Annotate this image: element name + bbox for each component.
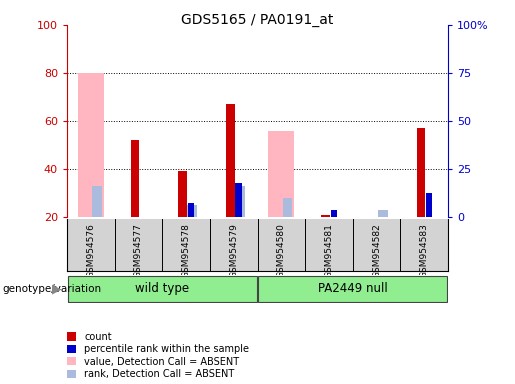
Text: GSM954579: GSM954579 (229, 223, 238, 278)
Bar (417, 128, 425, 217)
Text: ▶: ▶ (52, 283, 62, 295)
Legend: count, percentile rank within the sample, value, Detection Call = ABSENT, rank, : count, percentile rank within the sample… (66, 332, 249, 379)
Text: GSM954578: GSM954578 (182, 223, 191, 278)
Bar (268, 131, 295, 217)
Text: PA2449 null: PA2449 null (318, 282, 388, 295)
Text: GSM954581: GSM954581 (324, 223, 333, 278)
Text: GDS5165 / PA0191_at: GDS5165 / PA0191_at (181, 13, 334, 27)
Bar (378, 210, 388, 217)
Bar (68, 276, 256, 302)
Text: genotype/variation: genotype/variation (3, 284, 101, 294)
Bar (131, 140, 140, 217)
Bar (331, 210, 337, 217)
Text: wild type: wild type (135, 282, 190, 295)
Bar (187, 203, 194, 217)
Bar (187, 205, 197, 217)
Text: GSM954582: GSM954582 (372, 223, 381, 278)
Text: GSM954576: GSM954576 (87, 223, 95, 278)
Bar (178, 171, 187, 217)
Text: GSM954577: GSM954577 (134, 223, 143, 278)
Bar (259, 276, 447, 302)
Bar (92, 186, 102, 217)
Bar (235, 184, 242, 217)
Bar (426, 193, 432, 217)
Text: GSM954580: GSM954580 (277, 223, 286, 278)
Bar (78, 73, 104, 217)
Bar (283, 198, 293, 217)
Bar (321, 215, 330, 217)
Bar (235, 186, 245, 217)
Bar (226, 104, 235, 217)
Text: GSM954583: GSM954583 (420, 223, 428, 278)
